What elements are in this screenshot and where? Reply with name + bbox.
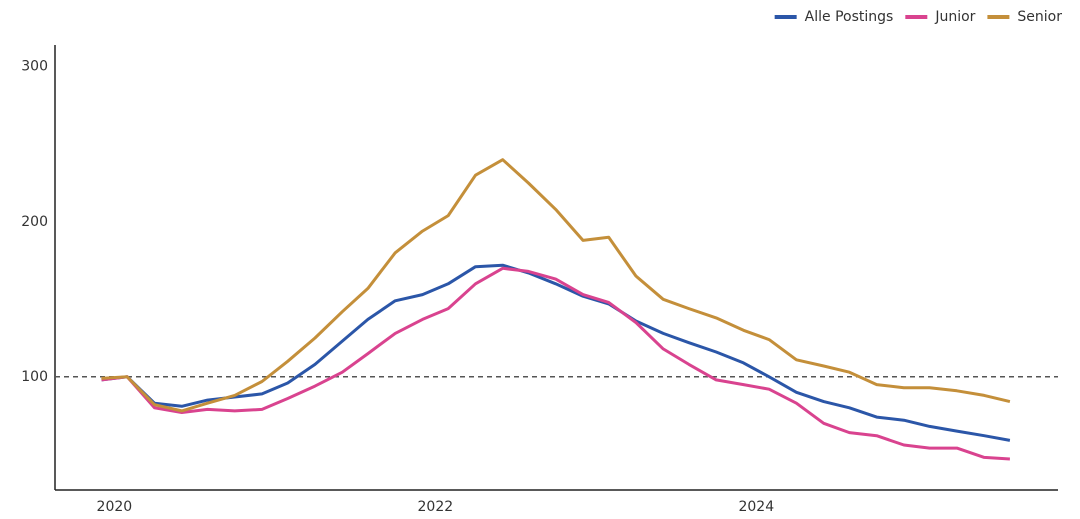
y-tick-label: 100 [21,369,48,385]
series-line [101,266,1010,461]
legend-label: Senior [1017,9,1062,25]
x-tick-label: 2020 [97,499,133,515]
y-tick-label: 300 [21,59,48,75]
series-line [101,158,1011,413]
legend-label: Junior [934,9,975,25]
x-tick-label: 2022 [418,499,454,515]
x-tick-label: 2024 [738,499,774,515]
y-tick-label: 200 [21,214,48,230]
legend-label: Alle Postings [805,9,894,25]
series-line [101,263,1011,442]
